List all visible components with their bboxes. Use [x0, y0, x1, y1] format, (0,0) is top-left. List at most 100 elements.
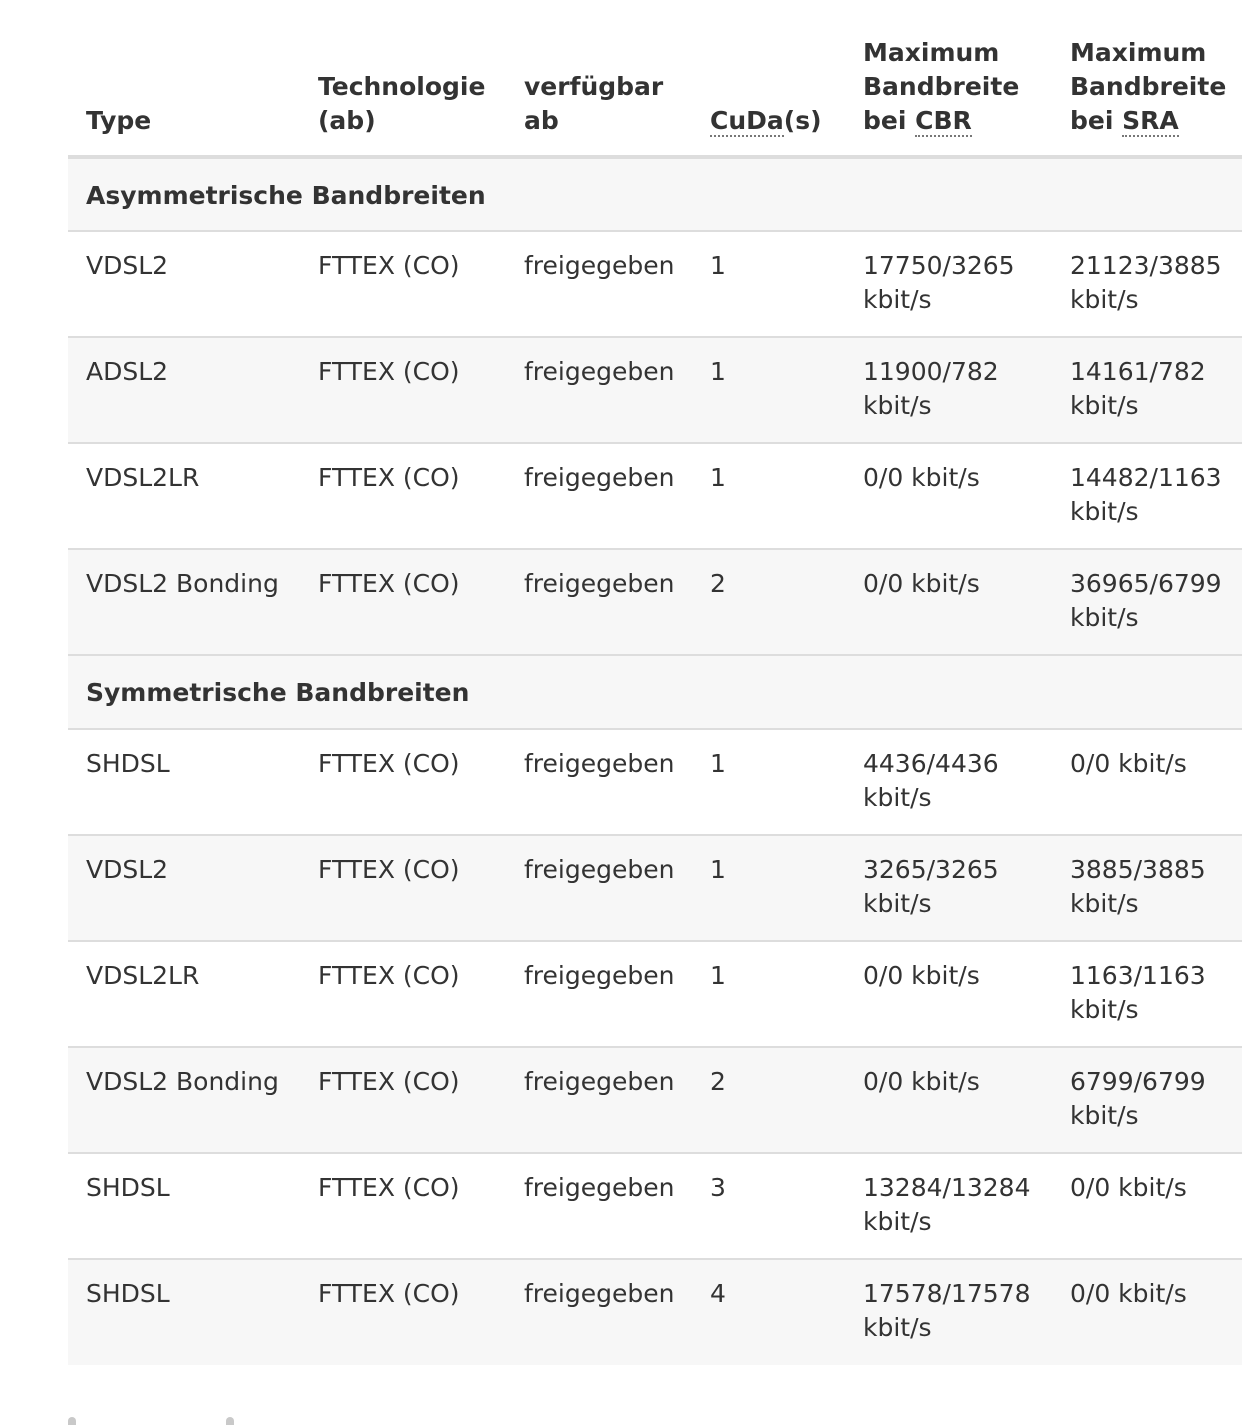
cbr-abbreviation[interactable]: CBR: [915, 106, 972, 137]
cell-max-sra: 0/0 kbit/s: [1052, 1259, 1242, 1365]
cell-technology: FTTEX (CO): [300, 231, 506, 338]
cell-cuda: 4: [692, 1259, 845, 1365]
header-type-label: Type: [86, 106, 152, 135]
table-header: Type Technologie (ab) verfügbar ab CuDa(s)…: [68, 0, 1242, 159]
cell-technology: FTTEX (CO): [300, 1153, 506, 1260]
header-sra-line1: Maximum: [1070, 38, 1207, 67]
cell-cuda: 2: [692, 549, 845, 656]
cell-max-sra: 0/0 kbit/s: [1052, 1153, 1242, 1260]
header-cbr-line2: Bandbreite: [863, 72, 1020, 101]
cell-max-sra: 14482/1163 kbit/s: [1052, 443, 1242, 550]
cell-max-sra: 0/0 kbit/s: [1052, 729, 1242, 836]
cell-type: SHDSL: [68, 1153, 300, 1260]
cell-type: SHDSL: [68, 729, 300, 836]
cell-cuda: 1: [692, 835, 845, 942]
section-header-row: Symmetrische Bandbreiten: [68, 655, 1242, 730]
table-row: VDSL2LR FTTEX (CO) freigegeben 1 0/0 kbit/s 1…: [68, 443, 1242, 550]
cell-max-cbr: 0/0 kbit/s: [845, 443, 1052, 550]
cell-max-cbr-unit: kbit/s: [863, 1207, 932, 1236]
cell-max-sra: 1163/1163 kbit/s: [1052, 941, 1242, 1048]
table-row: SHDSL FTTEX (CO) freigegeben 1 4436/4436 kbit…: [68, 729, 1242, 836]
cell-max-sra-value: 1163/1163: [1070, 961, 1206, 990]
header-technology-line2: (ab): [318, 106, 376, 135]
header-type: Type: [68, 0, 300, 159]
cell-max-cbr-unit: kbit/s: [863, 285, 932, 314]
cell-available: freigegeben: [506, 443, 692, 550]
cell-available: freigegeben: [506, 231, 692, 338]
cell-max-sra-value: 21123/3885: [1070, 251, 1222, 280]
cell-max-cbr: 0/0 kbit/s: [845, 1047, 1052, 1154]
table-row: VDSL2 Bonding FTTEX (CO) freigegeben 2 0/0 k…: [68, 1047, 1242, 1154]
cell-max-sra: 14161/782 kbit/s: [1052, 337, 1242, 444]
cell-available: freigegeben: [506, 941, 692, 1048]
cell-max-sra-value: 14161/782: [1070, 357, 1206, 386]
cell-max-sra: 21123/3885 kbit/s: [1052, 231, 1242, 338]
header-available-line1: verfügbar: [524, 72, 664, 101]
cell-max-cbr: 0/0 kbit/s: [845, 549, 1052, 656]
cell-type: SHDSL: [68, 1259, 300, 1365]
cell-cuda: 2: [692, 1047, 845, 1154]
cell-type: ADSL2: [68, 337, 300, 444]
cell-available: freigegeben: [506, 1259, 692, 1365]
cut-off-heading-fragment: [226, 1417, 234, 1425]
cell-max-sra-value: 0/0 kbit/s: [1070, 749, 1187, 778]
table-row: VDSL2 FTTEX (CO) freigegeben 1 3265/3265 kbit…: [68, 835, 1242, 942]
cell-technology: FTTEX (CO): [300, 549, 506, 656]
bandwidth-table-container: Type Technologie (ab) verfügbar ab CuDa(s)…: [68, 0, 1242, 1365]
header-row: Type Technologie (ab) verfügbar ab CuDa(s)…: [68, 0, 1242, 159]
cell-available: freigegeben: [506, 729, 692, 836]
cuda-abbreviation[interactable]: CuDa: [710, 106, 784, 137]
cell-max-sra-unit: kbit/s: [1070, 285, 1139, 314]
cell-max-sra-unit: kbit/s: [1070, 1101, 1139, 1130]
cell-max-sra-value: 0/0 kbit/s: [1070, 1279, 1187, 1308]
section-title: Asymmetrische Bandbreiten: [68, 157, 1242, 232]
cell-cuda: 1: [692, 337, 845, 444]
cell-cuda: 1: [692, 443, 845, 550]
header-technology: Technologie (ab): [300, 0, 506, 159]
cell-available: freigegeben: [506, 1047, 692, 1154]
cell-max-cbr-value: 0/0 kbit/s: [863, 961, 980, 990]
cell-max-sra-unit: kbit/s: [1070, 889, 1139, 918]
cell-technology: FTTEX (CO): [300, 835, 506, 942]
cell-max-cbr-value: 17750/3265: [863, 251, 1015, 280]
sra-abbreviation[interactable]: SRA: [1122, 106, 1179, 137]
cell-max-cbr-value: 4436/4436: [863, 749, 999, 778]
cell-max-cbr: 17750/3265 kbit/s: [845, 231, 1052, 338]
cell-max-sra-value: 36965/6799: [1070, 569, 1222, 598]
cell-technology: FTTEX (CO): [300, 1259, 506, 1365]
cell-max-sra-value: 3885/3885: [1070, 855, 1206, 884]
cut-off-heading-fragment: [68, 1417, 76, 1425]
section-title: Symmetrische Bandbreiten: [68, 655, 1242, 730]
table-row: SHDSL FTTEX (CO) freigegeben 3 13284/13284 kb…: [68, 1153, 1242, 1260]
cell-max-cbr-unit: kbit/s: [863, 391, 932, 420]
cell-type: VDSL2: [68, 835, 300, 942]
cell-max-cbr-value: 0/0 kbit/s: [863, 1067, 980, 1096]
table-row: VDSL2 Bonding FTTEX (CO) freigegeben 2 0/0 k…: [68, 549, 1242, 656]
cell-max-cbr-value: 17578/17578: [863, 1279, 1031, 1308]
cell-max-cbr: 3265/3265 kbit/s: [845, 835, 1052, 942]
cell-max-cbr-value: 0/0 kbit/s: [863, 569, 980, 598]
header-sra-line2: Bandbreite: [1070, 72, 1227, 101]
cell-max-sra-unit: kbit/s: [1070, 497, 1139, 526]
cell-type: VDSL2 Bonding: [68, 1047, 300, 1154]
cell-type: VDSL2LR: [68, 941, 300, 1048]
cell-cuda: 1: [692, 231, 845, 338]
cell-available: freigegeben: [506, 337, 692, 444]
cell-max-sra-unit: kbit/s: [1070, 603, 1139, 632]
cell-max-cbr-value: 11900/782: [863, 357, 999, 386]
cell-available: freigegeben: [506, 1153, 692, 1260]
cell-max-sra-value: 6799/6799: [1070, 1067, 1206, 1096]
cell-max-cbr: 17578/17578 kbit/s: [845, 1259, 1052, 1365]
cell-max-cbr-unit: kbit/s: [863, 783, 932, 812]
cell-cuda: 1: [692, 729, 845, 836]
section-header-row: Asymmetrische Bandbreiten: [68, 157, 1242, 232]
cell-max-cbr: 11900/782 kbit/s: [845, 337, 1052, 444]
table-row: SHDSL FTTEX (CO) freigegeben 4 17578/17578 kb…: [68, 1259, 1242, 1365]
table-row: VDSL2 FTTEX (CO) freigegeben 1 17750/3265 kbi…: [68, 231, 1242, 338]
cell-type: VDSL2 Bonding: [68, 549, 300, 656]
bandwidth-table: Type Technologie (ab) verfügbar ab CuDa(s)…: [68, 0, 1242, 1365]
cell-cuda: 1: [692, 941, 845, 1048]
table-row: VDSL2LR FTTEX (CO) freigegeben 1 0/0 kbit/s 1…: [68, 941, 1242, 1048]
cell-technology: FTTEX (CO): [300, 337, 506, 444]
cell-max-cbr: 13284/13284 kbit/s: [845, 1153, 1052, 1260]
